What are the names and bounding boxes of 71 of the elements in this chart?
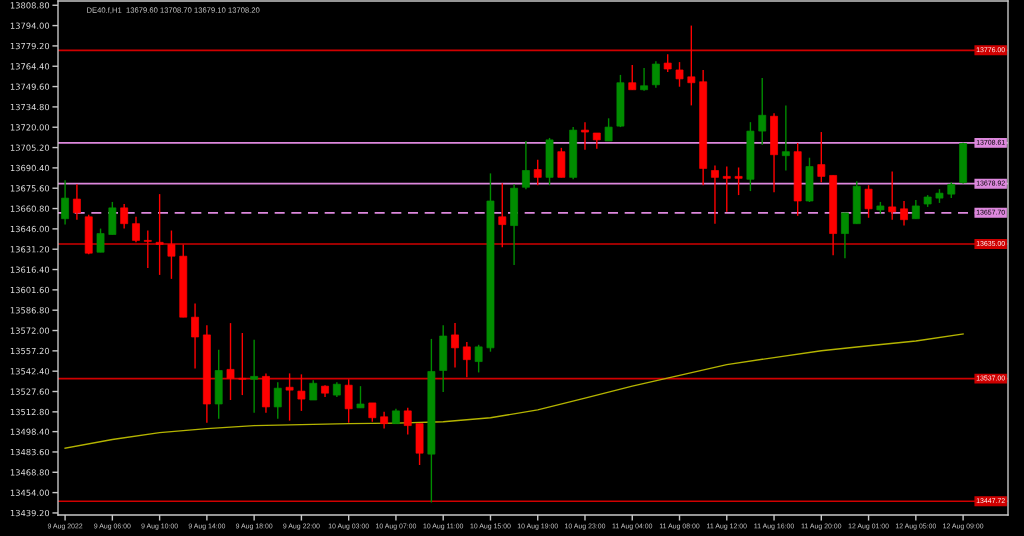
candlestick [522,140,530,190]
candlestick [297,373,306,412]
candlestick [734,166,743,196]
y-tick-label: 13601.60 [10,286,50,294]
candlestick [250,339,259,414]
candlestick [132,216,140,244]
candlestick [781,104,790,172]
candlestick [604,117,613,142]
candlestick [533,158,542,186]
candlestick [498,182,507,248]
line-series [64,333,964,449]
candlestick [143,229,152,269]
y-tick-label: 13542.40 [10,368,50,375]
y-tick-label: 13720.00 [10,124,50,131]
y-tick-label: 13557.20 [10,347,50,355]
candlestick [451,322,459,369]
y-tick-label: 13631.20 [10,246,50,253]
candlestick [155,193,164,276]
candlestick [900,200,908,227]
y-tick-label: 13572.00 [10,327,50,334]
candlestick [758,77,767,146]
candlestick [96,227,105,253]
candlestick [888,170,897,221]
candlestick [722,165,731,213]
candlestick [474,344,483,374]
candlestick [711,164,719,225]
y-tick-label: 13454.00 [10,489,50,496]
candlestick [273,381,282,420]
candlestick [73,183,81,221]
y-tick-label: 13808.80 [10,2,50,9]
candlestick [911,199,920,220]
y-tick-label: 13705.20 [10,144,50,151]
candlestick [581,121,589,151]
candlestick [675,61,684,88]
y-tick-label: 13616.40 [10,266,50,273]
candlestick [356,385,365,409]
candlestick [864,184,873,219]
candlestick [368,402,377,423]
y-tick-label: 13498.40 [10,428,50,435]
candlestick [687,24,696,107]
candlestick [61,179,69,226]
y-tick-label: 13779.20 [10,42,50,50]
y-tick-label: 13794.00 [10,22,50,29]
candlestick [167,229,176,280]
y-tick-label: 13527.60 [10,388,50,395]
y-tick-label: 13660.80 [10,205,50,212]
y-tick-label: 13749.60 [10,83,50,90]
candlestick [226,322,235,401]
y-tick-label: 13483.60 [10,448,50,456]
y-tick-label: 13468.80 [10,469,50,476]
candlestick [403,407,412,436]
y-tick-label: 13586.80 [10,307,50,314]
candlestick [120,203,129,230]
y-tick-label: 13439.20 [10,509,50,517]
candlestick [309,379,318,401]
candlestick [344,378,353,424]
y-tick-label: 13675.60 [10,185,50,192]
candlestick [817,131,826,184]
y-tick-label: 13764.40 [10,63,50,70]
y-tick-label: 13512.80 [10,408,50,416]
candlestick [628,64,637,91]
y-tick-label: 13690.40 [10,164,50,172]
candlestick [841,212,849,259]
candlestick [285,372,294,422]
candlestick [191,302,199,370]
candlestick [238,332,247,396]
candlestick [651,60,660,89]
y-tick-label: 13734.80 [10,103,50,111]
candlestick [462,341,471,379]
candlestick [640,67,648,92]
y-tick-label: 13646.00 [10,225,50,233]
